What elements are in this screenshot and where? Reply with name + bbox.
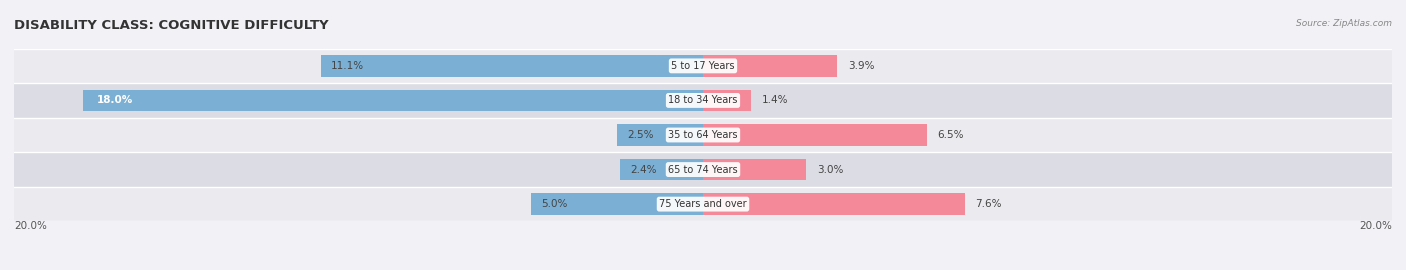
Bar bbox=[83, 90, 703, 111]
Text: DISABILITY CLASS: COGNITIVE DIFFICULTY: DISABILITY CLASS: COGNITIVE DIFFICULTY bbox=[14, 19, 329, 32]
Text: 65 to 74 Years: 65 to 74 Years bbox=[668, 164, 738, 175]
Text: 7.6%: 7.6% bbox=[976, 199, 1001, 209]
Text: Source: ZipAtlas.com: Source: ZipAtlas.com bbox=[1296, 19, 1392, 28]
Bar bbox=[703, 159, 807, 180]
Text: 2.4%: 2.4% bbox=[631, 164, 657, 175]
Bar bbox=[14, 187, 1392, 221]
Text: 3.0%: 3.0% bbox=[817, 164, 844, 175]
Bar bbox=[531, 193, 703, 215]
Text: 20.0%: 20.0% bbox=[1360, 221, 1392, 231]
Text: 18.0%: 18.0% bbox=[97, 95, 134, 106]
Bar bbox=[14, 49, 1392, 83]
Bar bbox=[703, 55, 838, 77]
Bar bbox=[617, 124, 703, 146]
Text: 11.1%: 11.1% bbox=[330, 61, 364, 71]
Text: 2.5%: 2.5% bbox=[627, 130, 654, 140]
Text: 75 Years and over: 75 Years and over bbox=[659, 199, 747, 209]
Bar bbox=[703, 193, 965, 215]
Bar bbox=[703, 124, 927, 146]
Bar bbox=[321, 55, 703, 77]
Text: 6.5%: 6.5% bbox=[938, 130, 963, 140]
Text: 5 to 17 Years: 5 to 17 Years bbox=[671, 61, 735, 71]
Text: 18 to 34 Years: 18 to 34 Years bbox=[668, 95, 738, 106]
Text: 3.9%: 3.9% bbox=[848, 61, 875, 71]
Text: 35 to 64 Years: 35 to 64 Years bbox=[668, 130, 738, 140]
Text: 1.4%: 1.4% bbox=[762, 95, 787, 106]
Bar bbox=[703, 90, 751, 111]
Text: 5.0%: 5.0% bbox=[541, 199, 568, 209]
Bar bbox=[14, 152, 1392, 187]
Text: 20.0%: 20.0% bbox=[14, 221, 46, 231]
Bar bbox=[620, 159, 703, 180]
Bar bbox=[14, 118, 1392, 152]
Bar bbox=[14, 83, 1392, 118]
